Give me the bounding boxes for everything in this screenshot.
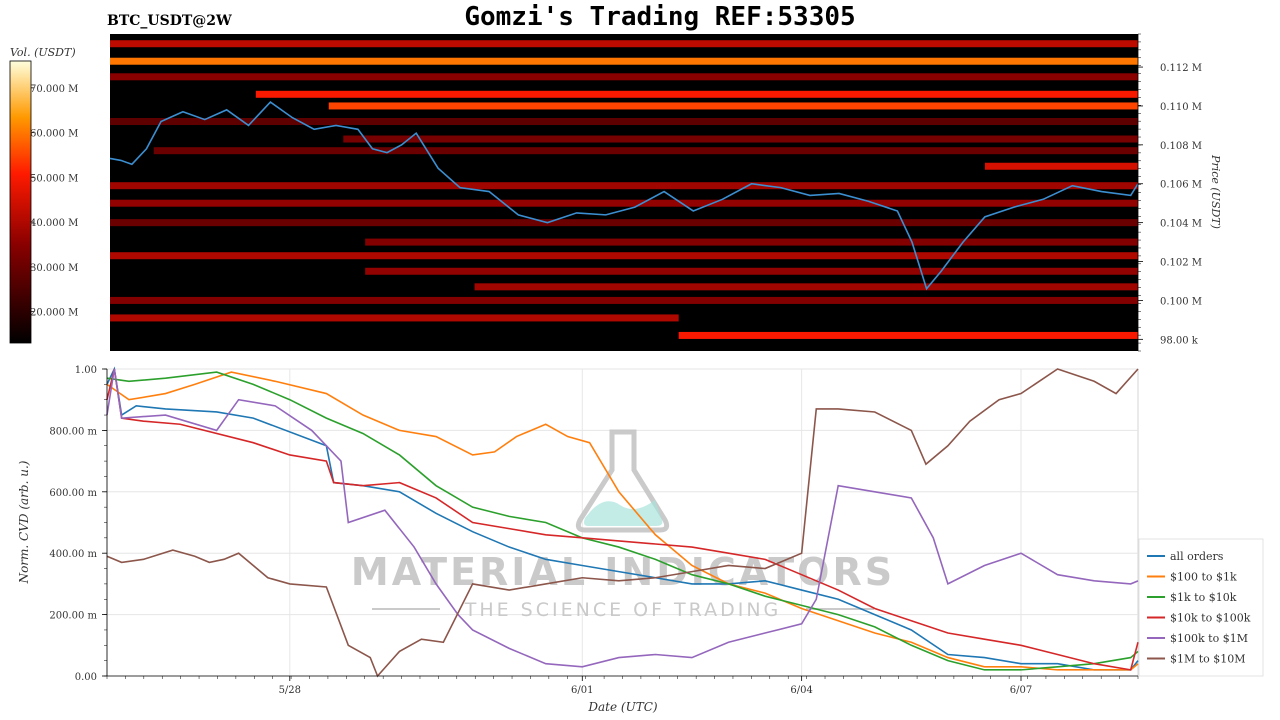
cvd-y-tick-label: 0.00 [75, 672, 97, 683]
price-tick-label: 0.106 M [1160, 180, 1202, 191]
legend-label: $1k to $10k [1170, 591, 1237, 604]
cvd-x-tick-label: 6/01 [571, 685, 593, 696]
cvd-series-line [106, 368, 1139, 678]
liquidity-band [110, 40, 1138, 48]
cvd-y-tick-label: 600.00 m [49, 488, 97, 499]
price-tick-label: 0.110 M [1160, 102, 1202, 113]
price-tick-label: 98.00 k [1160, 335, 1199, 346]
legend-label: all orders [1170, 550, 1224, 563]
cvd-legend: all orders $100 to $1k $1k to $10k $10k to … [1138, 538, 1264, 677]
price-line [109, 101, 1139, 291]
colorbar: Vol. (USDT) 20.000 M 30.000 M 40.000 M 50.0… [9, 46, 78, 344]
cvd-y-tick-label: 800.00 m [49, 426, 97, 437]
cvd-y-axis-label: Norm. CVD (arb. u.) [17, 460, 31, 584]
liquidity-band [343, 135, 1139, 143]
liquidity-band [110, 199, 1138, 207]
flask-icon [575, 429, 670, 533]
liquidity-band [110, 296, 1138, 304]
liquidity-band [110, 314, 679, 322]
liquidity-band [678, 331, 1138, 339]
colorbar-label: Vol. (USDT) [10, 46, 76, 59]
cvd-y-tick-label: 200.00 m [49, 611, 97, 622]
price-tick-label: 0.108 M [1160, 141, 1202, 152]
symbol-label: BTC_USDT@2W [107, 13, 232, 29]
chart-title: Gomzi's Trading REF:53305 [464, 2, 855, 32]
price-tick-label: 0.112 M [1160, 63, 1202, 74]
price-axis-label: Price (USDT) [1209, 154, 1222, 229]
cvd-series-line [106, 366, 1139, 671]
colorbar-tick-label: 40.000 M [30, 218, 78, 229]
colorbar-tick-label: 70.000 M [30, 84, 78, 95]
cvd-series-line [106, 371, 1139, 671]
liquidity-band [474, 283, 1138, 291]
heatmap-panel: 98.00 k 0.100 M 0.102 M 0.104 M 0.106 M 0.108… [109, 33, 1222, 352]
legend-label: $10k to $100k [1170, 612, 1251, 625]
cvd-x-axis-label: Date (UTC) [587, 700, 657, 714]
price-tick-label: 0.100 M [1160, 296, 1202, 307]
cvd-y-tick-label: 1.00 [75, 365, 97, 376]
cvd-series-line [106, 368, 1139, 668]
colorbar-tick-label: 20.000 M [30, 308, 78, 319]
liquidity-band [255, 90, 1138, 98]
cvd-y-tick-label: 400.00 m [49, 549, 97, 560]
price-tick-label: 0.102 M [1160, 258, 1202, 269]
liquidity-band [110, 73, 1138, 81]
legend-label: $100 to $1k [1170, 571, 1237, 584]
cvd-x-tick-label: 6/07 [1010, 685, 1032, 696]
liquidity-band [110, 252, 1138, 260]
liquidity-band [984, 162, 1138, 170]
legend-box [1138, 538, 1264, 677]
watermark-line2: THE SCIENCE OF TRADING [464, 599, 782, 621]
colorbar-gradient [9, 60, 32, 344]
legend-label: $1M to $10M [1170, 653, 1246, 666]
liquidity-band [153, 147, 1138, 155]
liquidity-band [110, 182, 1138, 190]
cvd-x-tick-label: 5/28 [279, 685, 301, 696]
colorbar-tick-label: 30.000 M [30, 263, 78, 274]
liquidity-band [365, 267, 1138, 275]
cvd-panel: MATERIAL INDICATORS THE SCIENCE OF TRADI… [17, 365, 1264, 714]
cvd-series-line [106, 368, 1139, 671]
cvd-x-tick-label: 6/04 [790, 685, 812, 696]
liquidity-band [365, 238, 1138, 246]
legend-label: $100k to $1M [1170, 632, 1248, 645]
colorbar-tick-label: 60.000 M [30, 129, 78, 140]
liquidity-band [110, 57, 1138, 65]
colorbar-tick-label: 50.000 M [30, 173, 78, 184]
price-tick-label: 0.104 M [1160, 219, 1202, 230]
liquidity-band [110, 219, 1138, 227]
cvd-series-line [106, 371, 1139, 671]
liquidity-band [328, 102, 1139, 110]
liquidity-band [110, 118, 1138, 126]
